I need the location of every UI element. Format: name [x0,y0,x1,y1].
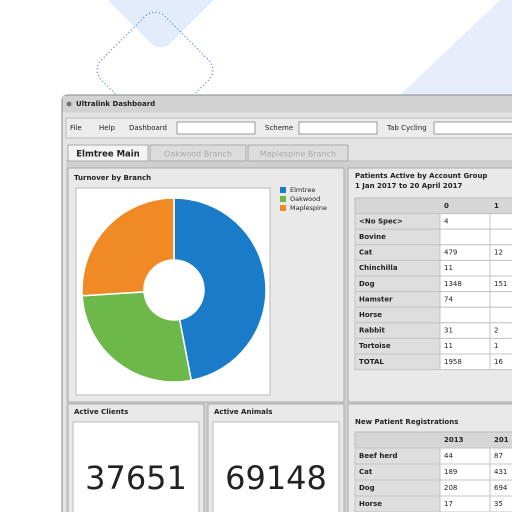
cell-value: 11 [444,264,453,272]
toolbar-item: Scheme [265,124,293,132]
column-header: 201 [494,436,509,444]
cell-value: 17 [444,500,453,508]
cell-value: 1348 [444,280,462,288]
cell-value: 208 [444,484,457,492]
title-bar [62,95,512,113]
cell-value: 4 [444,217,449,225]
cell-value: 1 [494,342,498,350]
panel-subtitle: 1 Jan 2017 to 20 April 2017 [355,182,462,190]
table-cell [489,322,512,339]
cell-value: 74 [444,295,453,303]
legend-swatch [280,196,286,202]
cell-value: 12 [494,249,503,257]
row-label: <No Spec> [359,217,403,225]
row-label: Cat [359,468,373,476]
row-label: TOTAL [359,358,384,366]
column-header: 1 [494,202,499,210]
table-cell [489,291,512,308]
row-label: Cat [359,249,373,257]
panel-title: Active Animals [214,408,272,416]
table-header [354,431,512,449]
column-header: 0 [444,202,449,210]
cell-value: 431 [494,468,507,476]
cell-value: 151 [494,280,507,288]
tab-label: Elmtree Main [76,150,139,160]
toolbar-item: Help [99,124,116,132]
text-input[interactable] [176,121,256,135]
table-cell [489,479,512,497]
table-cell [489,495,512,512]
pie-slice [81,197,175,297]
row-label: Chinchilla [359,264,398,272]
cell-value: 31 [444,327,453,335]
table-cell [489,228,512,246]
decor-diamond [106,0,216,48]
panel-title: Active Clients [74,408,128,416]
cell-value: 1958 [444,358,462,366]
row-label: Tortoise [359,342,391,350]
row-label: Bovine [359,233,386,241]
toolbar-item: File [70,124,82,132]
row-label: Beef herd [359,452,398,460]
panel-title: Turnover by Branch [74,174,151,182]
tab-label: Oakwood Branch [164,150,232,159]
cell-value: 16 [494,358,503,366]
tab-label: Maplespine Branch [260,150,336,159]
window-button[interactable] [66,101,72,107]
tab[interactable] [247,144,349,162]
row-label: Dog [359,280,375,288]
row-label: Rabbit [359,327,386,335]
decor-band [400,0,512,95]
row-label: Dog [359,484,375,492]
stat-box [212,421,340,512]
table-cell [489,213,512,230]
table-cell [489,337,512,355]
stat-value: 37651 [85,459,187,497]
cell-value: 44 [444,452,453,460]
legend-label: Elmtree [290,186,315,194]
row-label: Hamster [359,295,393,303]
cell-value: 35 [494,500,503,508]
text-input[interactable] [298,121,378,135]
table-cell [489,275,512,293]
legend-swatch [280,205,286,211]
cell-value: 479 [444,249,457,257]
tab[interactable] [67,144,149,162]
pie-slice [173,197,267,382]
cell-value: 11 [444,342,453,350]
panel-title: Patients Active by Account Group [355,172,487,180]
tab[interactable] [149,144,247,162]
stat-box [72,421,200,512]
table-cell [489,463,512,481]
row-label: Horse [359,500,382,508]
legend-label: Oakwood [290,195,320,203]
row-label: Horse [359,311,382,319]
cell-value: 87 [494,452,503,460]
legend-label: Maplespine [290,204,327,212]
table-cell [439,228,491,246]
cell-value: 189 [444,468,457,476]
table-cell [489,259,512,277]
cell-value: 694 [494,484,508,492]
stat-value: 69148 [225,459,327,497]
window-title: Ultralink Dashboard [76,100,155,108]
pie-slice [81,291,193,383]
toolbar-item: Dashboard [129,124,167,132]
table-cell [489,244,512,261]
table-cell [489,353,512,371]
legend-swatch [280,187,286,193]
panel-title: New Patient Registrations [355,418,458,426]
cell-value: 2 [494,327,498,335]
table-cell [439,306,491,324]
toolbar-item: Tab Cycling [386,124,427,132]
column-header: 2013 [444,436,464,444]
table-cell [489,306,512,324]
table-header [354,197,512,215]
table-cell [489,447,512,465]
text-input[interactable] [433,121,512,135]
